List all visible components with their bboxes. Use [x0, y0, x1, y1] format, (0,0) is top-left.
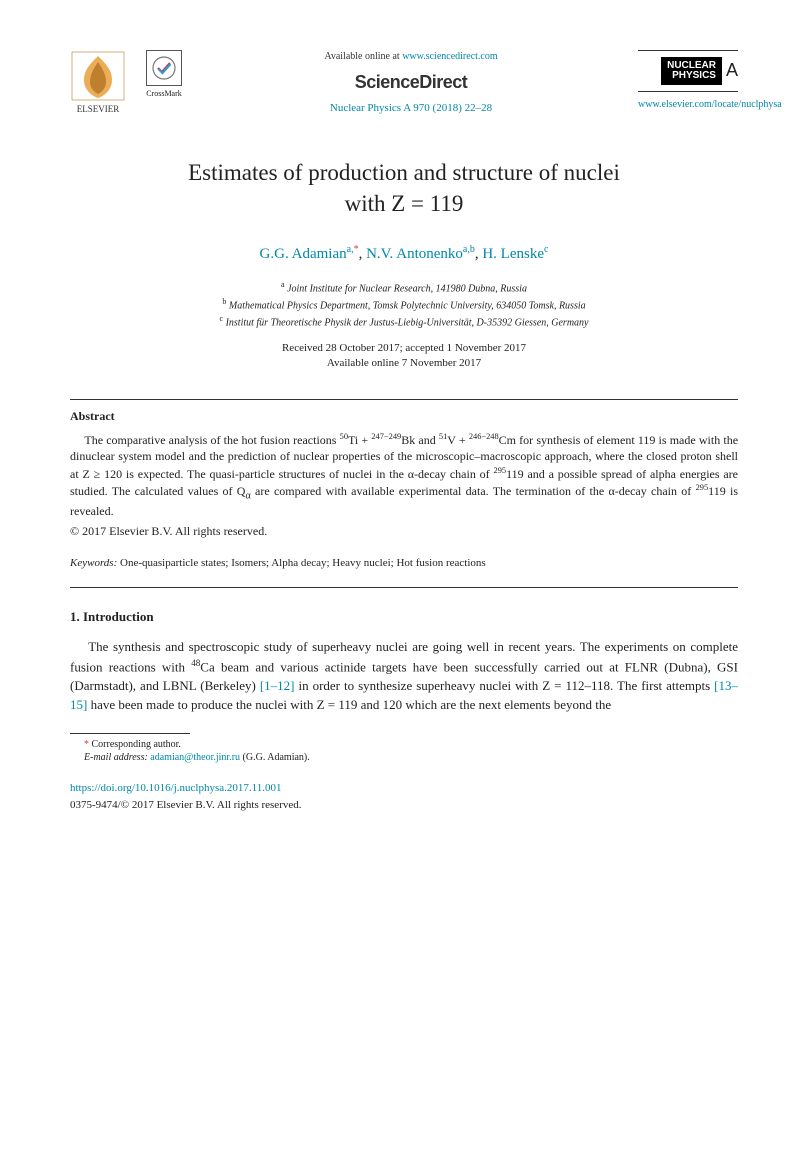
crossmark-label: CrossMark — [146, 89, 182, 98]
footnote-rule — [70, 733, 190, 734]
center-header: Available online at www.sciencedirect.co… — [184, 50, 638, 117]
journal-logo-block: NUCLEAR PHYSICS A www.elsevier.com/locat… — [638, 50, 738, 112]
journal-reference[interactable]: Nuclear Physics A 970 (2018) 22–28 — [184, 101, 638, 116]
nuclear-physics-logo: NUCLEAR PHYSICS A — [638, 50, 738, 92]
footnote-block: * Corresponding author. E-mail address: … — [70, 738, 738, 764]
citation-1-12[interactable]: [1–12] — [260, 678, 295, 693]
header-block: ELSEVIER CrossMark Available online at w… — [70, 50, 738, 117]
abstract-body: The comparative analysis of the hot fusi… — [70, 431, 738, 519]
keywords: Keywords: One-quasiparticle states; Isom… — [70, 556, 738, 571]
left-logos: ELSEVIER CrossMark — [70, 50, 184, 114]
elsevier-logo: ELSEVIER — [70, 50, 126, 114]
publication-dates: Received 28 October 2017; accepted 1 Nov… — [70, 341, 738, 372]
sciencedirect-logo: ScienceDirect — [184, 70, 638, 95]
author-3[interactable]: H. Lenske — [482, 246, 544, 262]
abstract-copyright: © 2017 Elsevier B.V. All rights reserved… — [70, 523, 738, 540]
sciencedirect-url[interactable]: www.sciencedirect.com — [402, 51, 497, 62]
rule-top — [70, 399, 738, 400]
issn-copyright: 0375-9474/© 2017 Elsevier B.V. All right… — [70, 798, 738, 813]
doi-link[interactable]: https://doi.org/10.1016/j.nuclphysa.2017… — [70, 782, 281, 794]
rule-bottom — [70, 587, 738, 588]
authors-line: G.G. Adamiana,*, N.V. Antonenkoa,b, H. L… — [70, 243, 738, 265]
section-1-heading: 1. Introduction — [70, 608, 738, 626]
author-1[interactable]: G.G. Adamian — [260, 246, 347, 262]
available-online: Available online at www.sciencedirect.co… — [184, 50, 638, 64]
crossmark-logo[interactable]: CrossMark — [144, 50, 184, 99]
paper-title: Estimates of production and structure of… — [70, 157, 738, 219]
footer-block: https://doi.org/10.1016/j.nuclphysa.2017… — [70, 778, 738, 814]
author-2[interactable]: N.V. Antonenko — [366, 246, 463, 262]
affiliations: a Joint Institute for Nuclear Research, … — [70, 279, 738, 331]
locate-url[interactable]: www.elsevier.com/locate/nuclphysa — [638, 98, 738, 112]
email-link[interactable]: adamian@theor.jinr.ru — [148, 752, 240, 763]
intro-paragraph: The synthesis and spectroscopic study of… — [70, 638, 738, 715]
abstract-heading: Abstract — [70, 408, 738, 425]
svg-text:ELSEVIER: ELSEVIER — [77, 104, 120, 114]
